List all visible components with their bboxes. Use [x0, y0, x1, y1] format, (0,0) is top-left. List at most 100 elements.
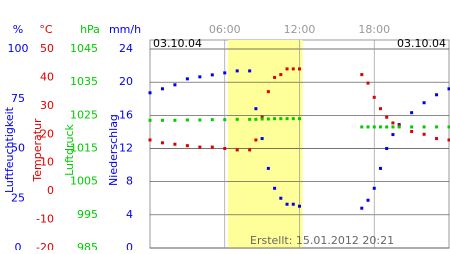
data-point [373, 96, 376, 99]
data-point [161, 141, 164, 144]
data-point [292, 203, 295, 206]
axis-unit: mm/h [109, 23, 141, 36]
y-tick-label: 1025 [70, 108, 98, 121]
data-point [391, 133, 394, 136]
data-point [367, 82, 370, 85]
data-point [254, 107, 257, 110]
data-point [223, 118, 226, 121]
data-point [360, 207, 363, 210]
data-point [149, 138, 152, 141]
data-point [286, 117, 289, 120]
axis-title: Temperatur [31, 118, 44, 183]
y-tick-label: 985 [77, 241, 98, 250]
y-tick-label: 12 [119, 142, 133, 155]
data-point [391, 125, 394, 128]
y-tick-label: -10 [36, 213, 54, 226]
y-tick-label: 0 [15, 241, 22, 250]
data-point [373, 187, 376, 190]
data-point [385, 147, 388, 150]
data-point [173, 83, 176, 86]
data-point [391, 121, 394, 124]
data-point [410, 125, 413, 128]
data-point [211, 146, 214, 149]
data-point [254, 118, 257, 121]
x-tick-label: 06:00 [209, 23, 241, 36]
note: Erstellt: 15.01.2012 20:21 [250, 234, 394, 247]
y-tick-label: 50 [40, 42, 54, 55]
date-left: 03.10.04 [153, 37, 202, 50]
axis-unit: hPa [80, 23, 100, 36]
data-point [161, 119, 164, 122]
data-point [254, 138, 257, 141]
y-tick-label: 4 [126, 208, 133, 221]
data-point [379, 167, 382, 170]
y-tick-label: 40 [40, 70, 54, 83]
data-point [286, 67, 289, 70]
data-point [423, 133, 426, 136]
data-point [173, 143, 176, 146]
data-point [267, 90, 270, 93]
data-point [385, 116, 388, 119]
data-point [298, 67, 301, 70]
data-point [360, 125, 363, 128]
data-point [273, 187, 276, 190]
data-point [279, 117, 282, 120]
data-point [267, 167, 270, 170]
data-point [261, 137, 264, 140]
axis-title: Luftfeuchtigkeit [3, 106, 16, 193]
data-point [248, 148, 251, 151]
data-point [186, 118, 189, 121]
data-point [298, 205, 301, 208]
data-point [286, 203, 289, 206]
data-point [410, 111, 413, 114]
y-tick-label: 8 [126, 175, 133, 188]
data-point [173, 119, 176, 122]
data-point [279, 197, 282, 200]
data-point [379, 107, 382, 110]
y-tick-label: 75 [11, 92, 25, 105]
data-point [186, 77, 189, 80]
data-point [236, 118, 239, 121]
y-tick-label: 1035 [70, 75, 98, 88]
data-point [379, 125, 382, 128]
data-point [149, 91, 152, 94]
data-point [198, 75, 201, 78]
data-point [186, 144, 189, 147]
data-point [236, 69, 239, 72]
axis-title: Niederschlag [107, 114, 120, 186]
x-tick-label: 18:00 [358, 23, 390, 36]
y-tick-label: 20 [119, 75, 133, 88]
data-point [267, 117, 270, 120]
data-point [149, 119, 152, 122]
data-point [198, 146, 201, 149]
y-tick-label: 995 [77, 208, 98, 221]
data-point [398, 125, 401, 128]
y-tick-label: 0 [126, 241, 133, 250]
data-point [367, 125, 370, 128]
data-point [223, 71, 226, 74]
data-point [279, 73, 282, 76]
data-point [211, 73, 214, 76]
x-tick-label: 12:00 [284, 23, 316, 36]
data-point [248, 118, 251, 121]
y-tick-label: 24 [119, 42, 133, 55]
data-point [423, 101, 426, 104]
data-point [423, 125, 426, 128]
data-point [410, 130, 413, 133]
data-point [435, 93, 438, 96]
data-point [385, 125, 388, 128]
data-point [273, 76, 276, 79]
data-point [435, 125, 438, 128]
data-point [292, 117, 295, 120]
daylight-band [228, 40, 303, 248]
axis-unit: % [13, 23, 23, 36]
data-point [298, 117, 301, 120]
data-point [211, 118, 214, 121]
data-point [236, 148, 239, 151]
date-right: 03.10.04 [397, 37, 446, 50]
data-point [435, 137, 438, 140]
data-point [223, 147, 226, 150]
axis-title: Luftdruck [63, 123, 76, 175]
data-point [273, 117, 276, 120]
